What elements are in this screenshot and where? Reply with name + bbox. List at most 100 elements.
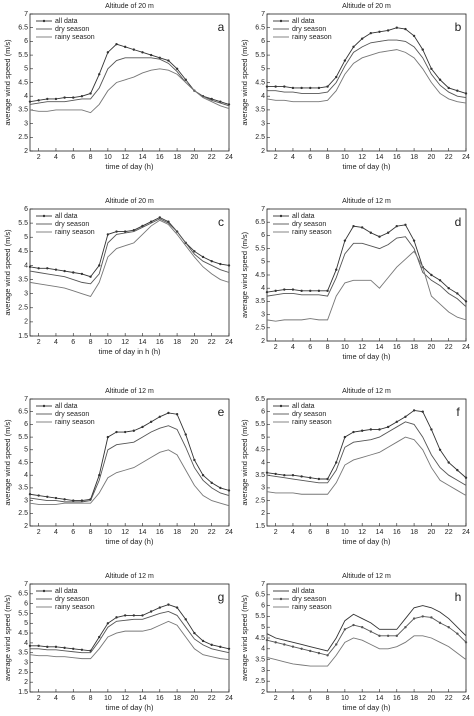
x-tick-label: 14: [376, 154, 384, 161]
point-marker: [386, 231, 390, 234]
y-tick-label: 4: [261, 646, 265, 653]
point-marker: [54, 496, 58, 500]
y-tick-label: 6.5: [18, 25, 28, 32]
point-marker: [115, 42, 118, 46]
point-marker: [115, 616, 118, 619]
point-marker: [132, 614, 136, 617]
legend-label: all data: [55, 213, 78, 220]
x-tick-label: 12: [121, 339, 129, 346]
point-marker: [430, 273, 433, 277]
legend-marker: [279, 404, 283, 408]
y-tick-label: 4.5: [18, 630, 28, 637]
legend-marker: [279, 597, 283, 601]
x-axis-label: time of day (h): [343, 162, 391, 171]
chart-title: Altitude of 12 m: [342, 198, 391, 205]
point-marker: [149, 53, 153, 57]
point-marker: [210, 260, 213, 263]
x-axis-label: time of day (h): [106, 537, 154, 546]
point-marker: [123, 614, 127, 617]
point-marker: [274, 289, 277, 293]
point-marker: [72, 271, 75, 274]
series-line: [266, 224, 467, 302]
x-tick-label: 20: [190, 339, 198, 346]
x-tick-label: 14: [376, 695, 384, 702]
x-tick-label: 10: [104, 339, 112, 346]
point-marker: [193, 458, 196, 462]
x-tick-label: 8: [89, 695, 93, 702]
point-marker: [46, 645, 49, 649]
y-tick-label: 2: [24, 148, 28, 155]
point-marker: [369, 630, 373, 633]
x-tick-label: 6: [71, 339, 75, 346]
point-marker: [184, 78, 187, 81]
point-marker: [317, 289, 321, 293]
x-tick-label: 14: [376, 344, 384, 351]
point-marker: [175, 606, 179, 609]
legend-label: dry season: [55, 411, 89, 418]
x-tick-label: 4: [54, 695, 58, 702]
point-marker: [80, 272, 84, 276]
x-tick-label: 2: [37, 529, 41, 536]
series-line: [266, 421, 467, 486]
point-marker: [309, 289, 312, 293]
x-tick-label: 20: [190, 154, 198, 161]
point-marker: [360, 226, 364, 229]
y-tick-label: 2.5: [255, 325, 265, 332]
x-tick-label: 2: [274, 695, 278, 702]
y-axis-label: average wind speed (m/s): [240, 419, 249, 506]
legend-label: rainy season: [292, 34, 332, 41]
point-marker: [291, 474, 295, 477]
x-tick-label: 18: [410, 695, 418, 702]
y-tick-label: 5.5: [255, 421, 265, 428]
x-tick-label: 10: [341, 154, 349, 161]
y-tick-label: 5.5: [255, 613, 265, 620]
legend-label: all data: [55, 403, 78, 410]
series-line: [267, 39, 467, 99]
chart-title: Altitude of 12 m: [105, 573, 154, 580]
y-tick-label: 3.5: [255, 298, 265, 305]
point-marker: [141, 224, 144, 228]
x-tick-label: 16: [156, 695, 164, 702]
y-tick-label: 4.5: [255, 635, 265, 642]
point-marker: [265, 290, 269, 294]
series-line: [29, 218, 230, 285]
point-marker: [421, 615, 424, 618]
chart-title: Altitude of 20 m: [105, 3, 154, 10]
point-marker: [283, 288, 286, 291]
point-marker: [265, 85, 269, 88]
point-marker: [265, 638, 269, 642]
point-marker: [149, 220, 153, 223]
x-tick-label: 4: [291, 344, 295, 351]
y-tick-label: 5: [261, 624, 265, 631]
y-tick-label: 3: [24, 659, 28, 666]
point-marker: [115, 230, 118, 233]
legend-label: rainy season: [55, 604, 95, 611]
y-tick-label: 3: [24, 291, 28, 298]
point-marker: [395, 420, 398, 424]
x-tick-label: 8: [89, 339, 93, 346]
y-tick-label: 2: [24, 679, 28, 686]
chart-title: Altitude of 20 m: [105, 198, 154, 205]
x-tick-label: 14: [376, 529, 384, 536]
point-marker: [430, 428, 433, 431]
point-marker: [201, 639, 205, 643]
y-tick-label: 7: [261, 581, 265, 588]
point-marker: [132, 429, 136, 432]
x-tick-label: 22: [445, 695, 453, 702]
x-tick-label: 20: [427, 344, 435, 351]
legend-label: all data: [55, 18, 78, 25]
point-marker: [456, 468, 459, 472]
legend-label: all data: [292, 403, 315, 410]
x-tick-label: 8: [326, 529, 330, 536]
y-axis-label: average wind speed (m/s): [240, 594, 249, 681]
point-marker: [291, 645, 295, 648]
series-line: [29, 412, 230, 502]
point-marker: [37, 99, 40, 102]
point-marker: [291, 86, 295, 90]
x-tick-label: 24: [462, 154, 470, 161]
point-marker: [98, 635, 101, 639]
point-marker: [46, 267, 49, 270]
point-marker: [386, 634, 390, 638]
point-marker: [464, 300, 468, 303]
